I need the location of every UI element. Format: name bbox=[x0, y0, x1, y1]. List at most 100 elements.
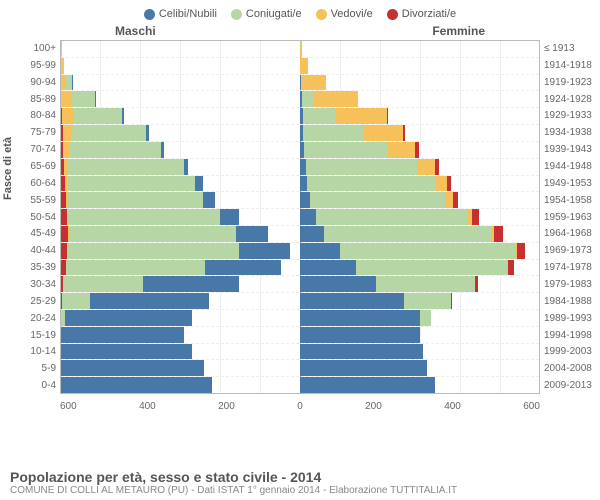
age-label: 15-19 bbox=[18, 327, 58, 344]
bar-row bbox=[61, 327, 539, 344]
birth-label: 1924-1928 bbox=[542, 91, 600, 108]
seg-vedovi bbox=[62, 108, 74, 124]
seg-celibi bbox=[65, 310, 192, 326]
female-half bbox=[300, 377, 539, 393]
legend-swatch bbox=[316, 9, 327, 20]
birth-label: 1969-1973 bbox=[542, 242, 600, 259]
birth-label: 1984-1988 bbox=[542, 293, 600, 310]
seg-vedovi bbox=[417, 159, 435, 175]
bar-row bbox=[61, 243, 539, 260]
age-label: 5-9 bbox=[18, 360, 58, 377]
seg-coniugati bbox=[376, 276, 476, 292]
age-label: 60-64 bbox=[18, 175, 58, 192]
female-half bbox=[300, 209, 539, 225]
seg-coniugati bbox=[66, 260, 205, 276]
legend-label: Coniugati/e bbox=[246, 8, 302, 20]
seg-coniugati bbox=[67, 243, 238, 259]
male-half bbox=[61, 41, 300, 57]
bar-rows bbox=[61, 41, 539, 393]
male-half bbox=[61, 327, 300, 343]
bar-row bbox=[61, 142, 539, 159]
seg-celibi bbox=[61, 344, 192, 360]
female-half bbox=[300, 108, 539, 124]
age-label: 30-34 bbox=[18, 276, 58, 293]
male-half bbox=[61, 226, 300, 242]
seg-coniugati bbox=[340, 243, 515, 259]
chart-subtitle: COMUNE DI COLLI AL METAURO (PU) - Dati I… bbox=[10, 485, 590, 496]
age-label: 85-89 bbox=[18, 91, 58, 108]
male-half bbox=[61, 293, 300, 309]
seg-vedovi bbox=[63, 125, 71, 141]
birth-label: 2009-2013 bbox=[542, 377, 600, 394]
age-label: 80-84 bbox=[18, 107, 58, 124]
female-half bbox=[300, 344, 539, 360]
seg-vedovi bbox=[445, 192, 453, 208]
seg-coniugati bbox=[62, 293, 90, 309]
seg-vedovi bbox=[61, 41, 62, 57]
seg-celibi bbox=[300, 310, 420, 326]
male-half bbox=[61, 108, 300, 124]
seg-celibi bbox=[61, 327, 184, 343]
age-label: 95-99 bbox=[18, 57, 58, 74]
birth-label: 1939-1943 bbox=[542, 141, 600, 158]
seg-divorziati bbox=[403, 125, 405, 141]
female-half bbox=[300, 41, 539, 57]
male-half bbox=[61, 159, 300, 175]
seg-celibi bbox=[61, 360, 204, 376]
birth-label: 1974-1978 bbox=[542, 259, 600, 276]
x-tick: 600 bbox=[60, 401, 77, 412]
seg-divorziati bbox=[435, 159, 439, 175]
female-half bbox=[300, 293, 539, 309]
gender-labels: Maschi Femmine bbox=[0, 24, 600, 40]
x-tick: 400 bbox=[139, 401, 156, 412]
seg-celibi bbox=[146, 125, 148, 141]
seg-coniugati bbox=[71, 91, 95, 107]
seg-divorziati bbox=[387, 108, 389, 124]
x-tick: 400 bbox=[444, 401, 461, 412]
female-half bbox=[300, 91, 539, 107]
bar-row bbox=[61, 344, 539, 361]
bar-row bbox=[61, 75, 539, 92]
age-label: 10-14 bbox=[18, 343, 58, 360]
seg-vedovi bbox=[388, 142, 416, 158]
seg-celibi bbox=[161, 142, 164, 158]
footer: Popolazione per età, sesso e stato civil… bbox=[10, 469, 590, 496]
bar-row bbox=[61, 360, 539, 377]
seg-celibi bbox=[300, 327, 420, 343]
male-half bbox=[61, 360, 300, 376]
seg-celibi bbox=[95, 91, 97, 107]
female-half bbox=[300, 58, 539, 74]
birth-label: 1959-1963 bbox=[542, 209, 600, 226]
seg-divorziati bbox=[453, 192, 459, 208]
birth-label: 2004-2008 bbox=[542, 360, 600, 377]
age-label: 35-39 bbox=[18, 259, 58, 276]
bar-row bbox=[61, 41, 539, 58]
seg-celibi bbox=[300, 293, 404, 309]
seg-celibi bbox=[236, 226, 268, 242]
bar-row bbox=[61, 108, 539, 125]
seg-divorziati bbox=[508, 260, 514, 276]
seg-celibi bbox=[205, 260, 281, 276]
seg-celibi bbox=[203, 192, 215, 208]
age-label: 70-74 bbox=[18, 141, 58, 158]
legend-label: Vedovi/e bbox=[331, 8, 373, 20]
seg-vedovi bbox=[300, 41, 302, 57]
female-half bbox=[300, 192, 539, 208]
age-label: 25-29 bbox=[18, 293, 58, 310]
seg-celibi bbox=[195, 176, 203, 192]
bar-row bbox=[61, 293, 539, 310]
legend-swatch bbox=[144, 9, 155, 20]
age-label: 0-4 bbox=[18, 377, 58, 394]
seg-divorziati bbox=[517, 243, 525, 259]
age-label: 55-59 bbox=[18, 192, 58, 209]
female-half bbox=[300, 125, 539, 141]
seg-celibi bbox=[300, 360, 427, 376]
birth-label: 1979-1983 bbox=[542, 276, 600, 293]
seg-coniugati bbox=[69, 226, 236, 242]
seg-coniugati bbox=[63, 276, 143, 292]
seg-divorziati bbox=[415, 142, 418, 158]
seg-coniugati bbox=[356, 260, 507, 276]
seg-celibi bbox=[239, 243, 291, 259]
bar-row bbox=[61, 276, 539, 293]
male-half bbox=[61, 58, 300, 74]
